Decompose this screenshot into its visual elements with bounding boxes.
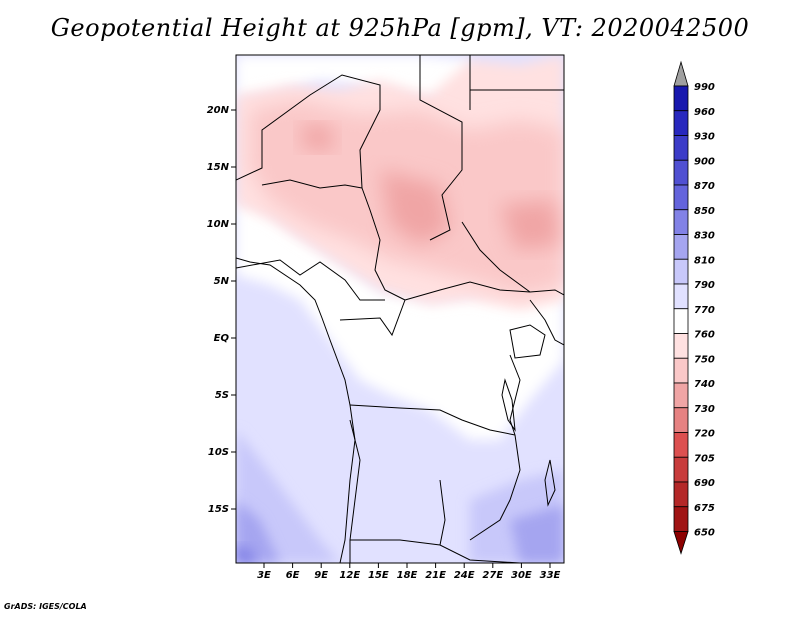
lon-tick-label: 21E — [425, 570, 446, 581]
colorbar-label: 830 — [694, 231, 715, 242]
lon-tick-label: 3E — [257, 570, 271, 581]
colorbar-swatch — [673, 407, 689, 433]
colorbar-label: 720 — [694, 429, 715, 440]
border-line — [469, 434, 521, 541]
colorbar-swatch — [673, 85, 689, 112]
height-field — [236, 55, 564, 563]
colorbar-label: 790 — [694, 280, 715, 291]
colorbar-label: 705 — [694, 453, 715, 464]
lake-tanganyika — [501, 378, 516, 432]
field-810-830 — [236, 545, 258, 563]
colorbar-swatch — [673, 209, 689, 235]
colorbar-label: 770 — [694, 305, 715, 316]
colorbar-label: 850 — [694, 206, 715, 217]
border-line — [339, 299, 406, 337]
field-730-740-east — [500, 200, 560, 250]
lat-tick-label: 5S — [215, 390, 229, 401]
colorbar-top-arrow — [673, 60, 689, 87]
colorbar-swatch — [673, 481, 689, 508]
colorbar-label: 810 — [694, 255, 715, 266]
lon-tick-label: 33E — [540, 570, 561, 581]
colorbar-swatch — [673, 258, 689, 285]
border-line — [439, 479, 446, 546]
colorbar-label: 870 — [694, 181, 715, 192]
lon-tick-label: 27E — [482, 570, 503, 581]
colorbar-swatch — [673, 432, 689, 458]
colorbar-label: 730 — [694, 404, 715, 415]
colorbar-label: 930 — [694, 132, 715, 143]
border-line — [261, 179, 363, 189]
colorbar-label: 990 — [694, 82, 715, 93]
colorbar-swatch — [673, 308, 689, 334]
lat-tick-label: 10S — [208, 447, 229, 458]
colorbar: 990 960 930 900 870 850 830 810 790 770 760 750 740 7… — [673, 60, 715, 555]
border-line — [419, 55, 463, 241]
lat-tick-label: 15S — [208, 504, 229, 515]
plot-frame — [235, 54, 565, 564]
coastline — [236, 257, 356, 563]
colorbar-swatch — [673, 283, 689, 310]
border-line — [509, 354, 521, 436]
border-line — [361, 187, 406, 301]
colorbar-swatch — [673, 456, 689, 483]
field-730-740 — [380, 170, 450, 245]
longitude-axis: 3E 6E 9E 12E 15E 18E 21E 24E 27E 30E 33E — [257, 563, 561, 581]
border-line — [349, 404, 516, 436]
colorbar-label: 750 — [694, 354, 715, 365]
lon-tick-label: 6E — [286, 570, 300, 581]
border-line — [236, 259, 385, 301]
lon-tick-label: 15E — [368, 570, 389, 581]
colorbar-swatch — [673, 333, 689, 359]
lon-tick-label: 24E — [454, 570, 475, 581]
lat-tick-label: EQ — [214, 333, 230, 344]
border-line — [529, 299, 564, 346]
border-line — [236, 74, 381, 189]
colorbar-label: 650 — [694, 528, 715, 539]
lon-tick-label: 9E — [314, 570, 328, 581]
colorbar-label: 690 — [694, 478, 715, 489]
colorbar-label: 760 — [694, 330, 715, 341]
field-730-740-west — [300, 125, 335, 150]
latitude-axis: 20N 15N 10N 5N EQ 5S 10S 15S — [207, 105, 236, 515]
colorbar-swatch — [673, 184, 689, 211]
lon-tick-label: 12E — [339, 570, 360, 581]
colorbar-label: 675 — [694, 503, 715, 514]
lat-tick-label: 10N — [207, 219, 230, 230]
lake-malawi — [544, 459, 556, 507]
border-line — [404, 281, 564, 301]
colorbar-swatch — [673, 110, 689, 136]
colorbar-label: 900 — [694, 156, 715, 167]
border-line — [461, 221, 531, 293]
colorbar-swatch — [673, 159, 689, 186]
lat-tick-label: 20N — [207, 105, 230, 116]
lon-tick-label: 30E — [511, 570, 532, 581]
colorbar-swatch — [673, 382, 689, 409]
colorbar-swatch — [673, 357, 689, 384]
colorbar-swatch — [673, 234, 689, 260]
lon-tick-label: 18E — [397, 570, 418, 581]
lat-tick-label: 15N — [207, 162, 230, 173]
grads-credit: GrADS: IGES/COLA — [4, 602, 87, 611]
chart-title: Geopotential Height at 925hPa [gpm], VT:… — [50, 14, 750, 42]
colorbar-swatch — [673, 506, 689, 532]
country-borders — [236, 55, 564, 563]
field-790-810 — [236, 500, 280, 563]
lat-tick-label: 5N — [214, 276, 230, 287]
field-790-810-se — [510, 505, 564, 563]
colorbar-label: 740 — [694, 379, 715, 390]
field-760-770 — [236, 200, 564, 440]
colorbar-bottom-arrow — [673, 531, 689, 555]
colorbar-swatch — [673, 135, 689, 161]
lake-victoria — [509, 324, 546, 359]
colorbar-label: 960 — [694, 107, 715, 118]
